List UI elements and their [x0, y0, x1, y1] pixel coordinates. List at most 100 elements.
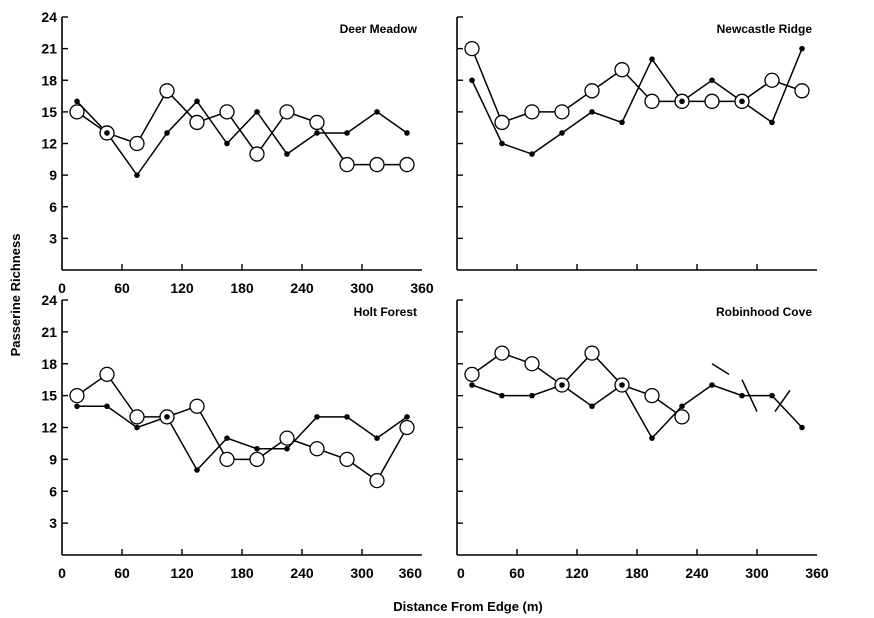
filled-point	[134, 172, 140, 178]
y-tick-label: 9	[49, 167, 57, 183]
filled-point	[679, 98, 685, 105]
x-tick-label: 240	[290, 280, 314, 296]
filled-point	[344, 414, 350, 420]
y-tick-label: 18	[41, 356, 57, 372]
filled-point	[649, 56, 655, 62]
open-point	[69, 387, 85, 404]
filled-point	[649, 435, 655, 441]
filled-point	[314, 414, 320, 420]
x-tick-label: 180	[625, 565, 649, 581]
y-axis-title: Passerine Richness	[8, 234, 23, 357]
series-line	[471, 383, 803, 440]
open-point	[129, 135, 145, 152]
y-tick-label: 18	[41, 72, 57, 88]
open-point	[464, 366, 480, 383]
x-tick-label: 120	[170, 280, 194, 296]
dashed-line-segment	[741, 379, 758, 412]
series-line	[471, 48, 803, 124]
panel-title: Holt Forest	[354, 305, 417, 319]
filled-point	[164, 130, 170, 136]
x-tick-label: 0	[457, 565, 465, 581]
x-tick-label: 300	[350, 565, 374, 581]
filled-point	[404, 414, 410, 420]
filled-point	[104, 403, 110, 410]
series-line	[471, 48, 803, 155]
x-tick-label: 60	[114, 565, 130, 581]
open-point	[339, 451, 355, 468]
filled-point	[224, 435, 230, 441]
dashed-line-segment	[711, 363, 730, 376]
filled-point	[619, 382, 625, 388]
open-point	[219, 451, 235, 468]
open-point	[219, 104, 235, 120]
open-point	[794, 83, 810, 99]
filled-point	[529, 151, 535, 157]
filled-point	[709, 382, 715, 388]
open-point	[464, 40, 480, 57]
x-tick-label: 60	[114, 280, 130, 296]
filled-point	[619, 119, 625, 126]
y-tick-label: 21	[41, 41, 57, 57]
filled-point	[589, 403, 595, 410]
open-point	[399, 419, 415, 436]
filled-point	[529, 392, 535, 399]
open-point	[644, 387, 660, 404]
series-line	[76, 100, 408, 177]
filled-point	[194, 98, 200, 105]
y-tick-label: 15	[41, 388, 57, 404]
filled-point	[374, 435, 380, 441]
x-tick-label: 360	[805, 565, 829, 581]
series-line	[76, 373, 408, 482]
filled-point	[254, 445, 260, 452]
open-point	[69, 104, 85, 120]
filled-point	[404, 130, 410, 136]
open-point	[369, 156, 385, 173]
open-point	[584, 83, 600, 99]
dashed-line-segment	[774, 389, 791, 412]
x-tick-label: 120	[170, 565, 194, 581]
y-tick-label: 21	[41, 324, 57, 340]
filled-point	[799, 45, 805, 52]
open-point	[339, 156, 355, 173]
filled-point	[679, 403, 685, 410]
y-tick-label: 24	[41, 9, 57, 25]
open-point	[249, 146, 265, 162]
open-point	[159, 83, 175, 99]
x-tick-label: 360	[399, 565, 423, 581]
filled-point	[769, 119, 775, 126]
filled-point	[164, 414, 170, 420]
y-tick-label: 9	[49, 451, 57, 467]
x-tick-label: 300	[350, 280, 374, 296]
series-line	[471, 352, 683, 418]
y-tick-label: 24	[41, 292, 57, 308]
open-point	[494, 114, 510, 131]
panel-title: Robinhood Cove	[716, 305, 812, 319]
y-tick-label: 3	[49, 230, 57, 246]
filled-point	[224, 140, 230, 147]
open-point	[764, 72, 780, 88]
filled-point	[74, 98, 80, 105]
y-tick-label: 3	[49, 515, 57, 531]
series-line	[77, 405, 408, 472]
open-point	[99, 366, 115, 383]
y-tick-label: 12	[41, 136, 57, 152]
open-point	[674, 409, 690, 425]
open-point	[249, 451, 265, 468]
filled-point	[314, 130, 320, 136]
filled-point	[254, 109, 260, 115]
y-tick-label: 6	[49, 483, 57, 499]
x-tick-label: 120	[565, 565, 589, 581]
open-point	[614, 62, 630, 78]
filled-point	[469, 77, 475, 84]
filled-point	[194, 467, 200, 473]
filled-point	[589, 109, 595, 115]
open-point	[399, 156, 415, 173]
open-point	[309, 114, 325, 131]
y-tick-label: 15	[41, 104, 57, 120]
open-point	[279, 104, 295, 120]
open-point	[584, 345, 600, 361]
panel-title: Newcastle Ridge	[717, 22, 813, 36]
filled-point	[739, 98, 745, 105]
